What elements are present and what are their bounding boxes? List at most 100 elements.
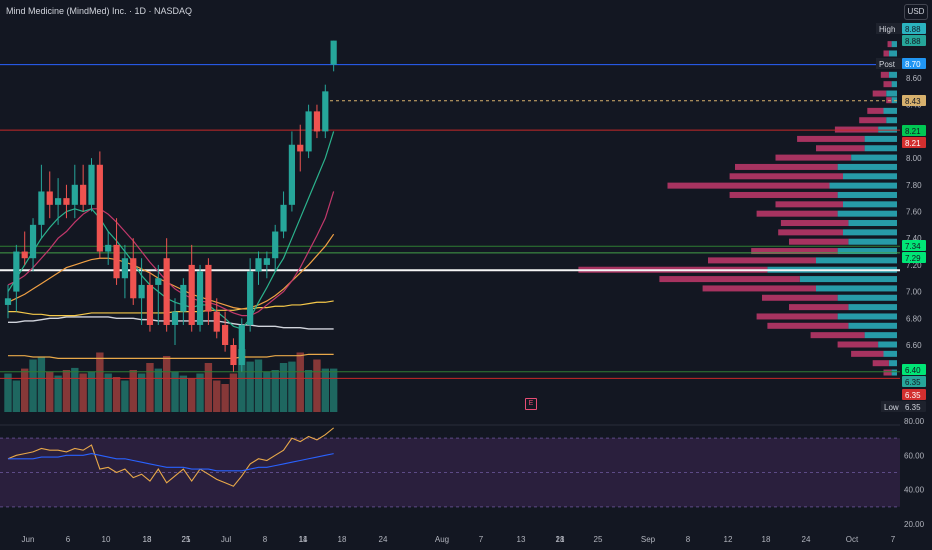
- candle-body: [330, 40, 337, 65]
- vp-down-bar: [775, 201, 843, 208]
- candle-body: [29, 224, 37, 259]
- vp-down-bar: [667, 182, 830, 189]
- vp-down-bar: [756, 210, 838, 217]
- price-label-value: 6.40: [905, 366, 921, 375]
- vp-down-bar: [859, 117, 887, 124]
- vp-up-bar: [848, 322, 897, 329]
- candle-body: [272, 231, 279, 259]
- price-label-value: 8.21: [905, 139, 921, 148]
- vp-up-bar: [888, 360, 897, 367]
- vp-up-bar: [851, 154, 897, 161]
- volume-bar: [29, 359, 37, 412]
- vp-up-bar: [837, 210, 897, 217]
- vp-down-bar: [702, 285, 816, 292]
- vp-down-bar: [767, 322, 849, 329]
- volume-bar: [329, 368, 338, 412]
- vp-up-bar: [799, 276, 897, 283]
- price-tick-label: 6.60: [906, 341, 922, 350]
- earnings-marker[interactable]: E: [525, 398, 537, 410]
- price-tick-label: 7.40: [906, 234, 922, 243]
- vp-down-bar: [872, 90, 887, 97]
- volume-bar: [129, 370, 137, 412]
- vp-up-bar: [837, 191, 897, 198]
- price-label-prefix: Post: [879, 60, 896, 69]
- price-label-badge: [902, 95, 926, 106]
- price-label-badge: [902, 401, 926, 412]
- candle-body: [105, 244, 112, 252]
- vp-down-bar: [883, 369, 892, 376]
- time-tick-label: 10: [102, 535, 111, 544]
- candle-body: [180, 284, 187, 312]
- rsi-tick-label: 40.00: [904, 486, 925, 495]
- vp-up-bar: [891, 81, 897, 88]
- price-tick-label: 8.60: [906, 74, 922, 83]
- vp-down-bar: [851, 350, 884, 357]
- vp-down-bar: [762, 294, 838, 301]
- time-tick-label: 21: [182, 535, 191, 544]
- symbol-title: Mind Medicine (MindMed) Inc. · 1D · NASD…: [6, 6, 193, 16]
- price-tick-label: 7.60: [906, 208, 922, 217]
- vp-up-bar: [837, 313, 897, 320]
- vp-down-bar: [887, 41, 892, 48]
- volume-bar: [238, 349, 246, 412]
- vp-up-bar: [848, 304, 897, 311]
- time-tick-label: 6: [66, 535, 71, 544]
- time-tick-label: Jun: [22, 535, 35, 544]
- ma-white-line: [8, 316, 334, 330]
- volume-bar: [279, 363, 288, 412]
- volume-bar: [154, 368, 162, 412]
- time-tick-label: 18: [762, 535, 771, 544]
- price-label-badge: [902, 137, 926, 148]
- vp-down-bar: [883, 50, 889, 57]
- candle-body: [297, 144, 304, 152]
- price-axis-bg: [900, 22, 932, 550]
- volume-bar: [71, 367, 79, 412]
- candle-body: [63, 198, 70, 205]
- price-label-value: 6.35: [905, 378, 921, 387]
- candle-body: [46, 191, 53, 205]
- vp-up-bar: [891, 41, 897, 48]
- volume-bar: [213, 380, 221, 412]
- vp-up-bar: [864, 135, 897, 142]
- time-tick-label: 18: [556, 535, 565, 544]
- volume-bar: [204, 363, 213, 412]
- currency-button[interactable]: USD: [904, 4, 928, 20]
- time-tick-label: 25: [594, 535, 603, 544]
- vp-down-bar: [789, 304, 849, 311]
- time-tick-label: 24: [379, 535, 388, 544]
- vp-up-bar: [848, 220, 897, 227]
- volume-bar: [296, 352, 304, 412]
- candle-body: [80, 184, 87, 205]
- vp-up-bar: [864, 332, 897, 339]
- volume-bar: [162, 356, 171, 412]
- price-label-value: 6.35: [905, 403, 921, 412]
- vp-up-bar: [816, 285, 897, 292]
- candle-body: [196, 271, 204, 325]
- vp-down-bar: [872, 360, 889, 367]
- vp-up-bar: [848, 238, 897, 245]
- volume-bar: [112, 377, 121, 412]
- time-tick-label: 18: [143, 535, 152, 544]
- volume-bar: [304, 370, 313, 412]
- volume-bar: [146, 363, 154, 412]
- price-tick-label: 7.00: [906, 288, 922, 297]
- candle-body: [280, 204, 287, 232]
- vp-down-bar: [780, 220, 849, 227]
- vp-down-bar: [880, 71, 889, 78]
- price-label-prefix: Low: [884, 403, 899, 412]
- price-label-badge: [902, 240, 926, 251]
- candle-body: [163, 258, 170, 325]
- vp-up-bar: [837, 248, 897, 255]
- price-label-value: 8.21: [905, 127, 921, 136]
- candle-body: [171, 311, 179, 325]
- price-label-badge: [902, 389, 926, 400]
- volume-bar: [221, 384, 229, 412]
- rsi-tick-label: 20.00: [904, 520, 925, 529]
- vp-down-bar: [729, 191, 838, 198]
- time-tick-label: Jul: [221, 535, 231, 544]
- candle-body: [205, 264, 212, 312]
- vp-up-bar: [837, 294, 897, 301]
- price-label-prefix-bg: [876, 58, 902, 69]
- volume-bar: [121, 380, 129, 412]
